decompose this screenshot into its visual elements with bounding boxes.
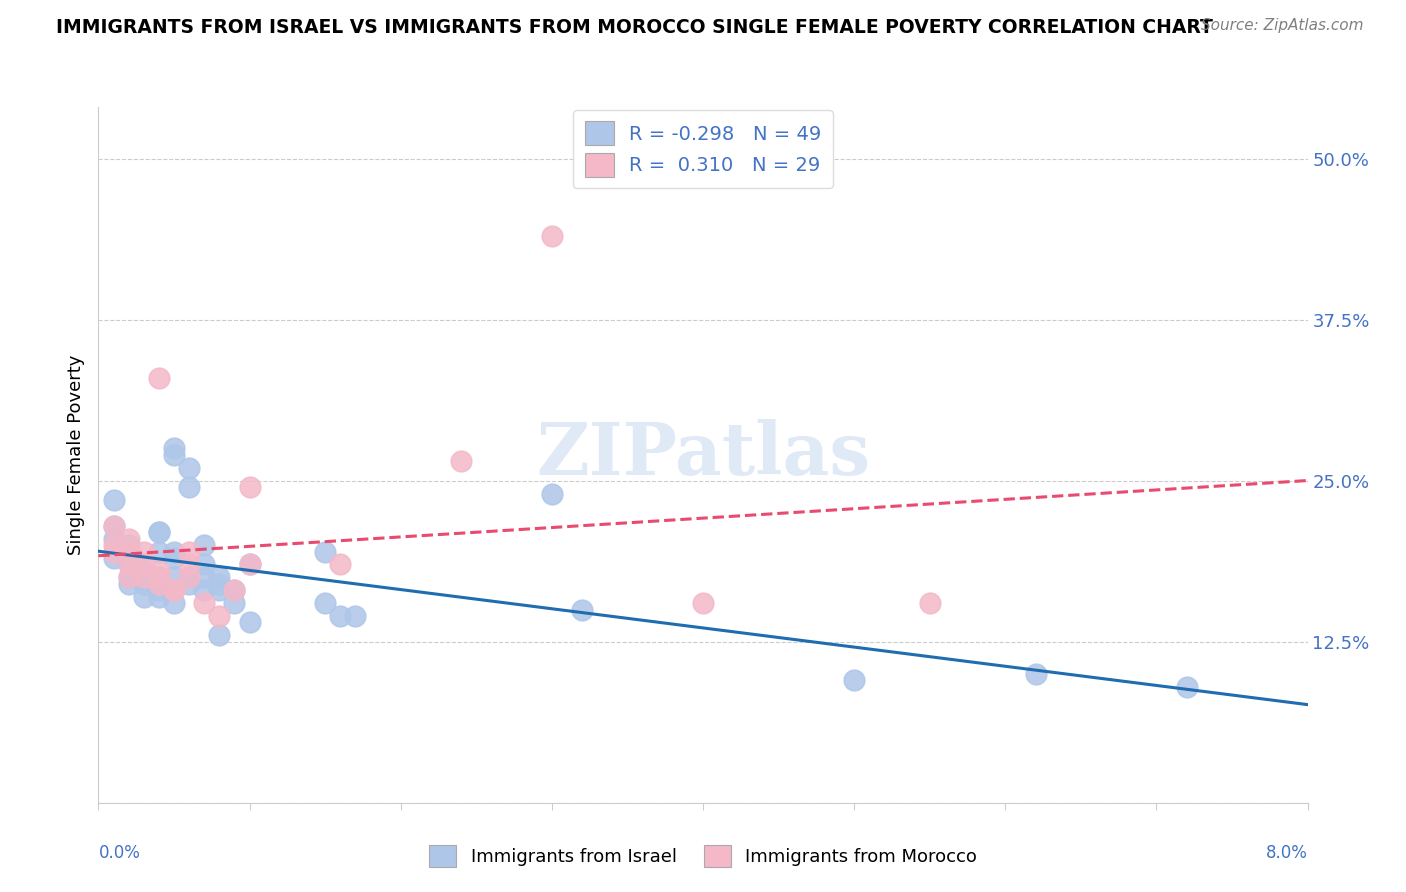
Point xyxy=(132,570,155,584)
Point xyxy=(118,558,141,572)
Point xyxy=(163,551,186,566)
Point xyxy=(193,583,215,598)
Point xyxy=(844,673,866,688)
Point xyxy=(344,609,367,624)
Point xyxy=(132,558,155,572)
Point xyxy=(239,480,262,494)
Point xyxy=(224,583,246,598)
Text: 0.0%: 0.0% xyxy=(98,845,141,863)
Point xyxy=(163,442,186,456)
Point xyxy=(163,583,186,598)
Point xyxy=(163,448,186,462)
Point xyxy=(148,576,170,591)
Point xyxy=(118,544,141,558)
Legend: R = -0.298   N = 49, R =  0.310   N = 29: R = -0.298 N = 49, R = 0.310 N = 29 xyxy=(572,110,834,188)
Point xyxy=(179,558,201,572)
Point xyxy=(540,228,562,243)
Point xyxy=(208,570,231,584)
Point xyxy=(329,558,352,572)
Point xyxy=(179,480,201,494)
Point xyxy=(148,570,170,584)
Point xyxy=(193,570,215,584)
Point xyxy=(103,551,125,566)
Point xyxy=(208,576,231,591)
Point xyxy=(224,596,246,610)
Point xyxy=(239,558,262,572)
Point xyxy=(239,558,262,572)
Point xyxy=(103,532,125,546)
Point xyxy=(314,544,336,558)
Point xyxy=(208,609,231,624)
Point xyxy=(450,454,472,468)
Point xyxy=(692,596,714,610)
Point xyxy=(193,558,215,572)
Point xyxy=(163,544,186,558)
Point xyxy=(179,576,201,591)
Y-axis label: Single Female Poverty: Single Female Poverty xyxy=(66,355,84,555)
Point xyxy=(918,596,941,610)
Point xyxy=(132,564,155,578)
Point xyxy=(329,609,352,624)
Point xyxy=(179,570,201,584)
Point xyxy=(132,576,155,591)
Point xyxy=(1025,667,1047,681)
Point xyxy=(132,570,155,584)
Point xyxy=(148,590,170,604)
Point xyxy=(163,583,186,598)
Point xyxy=(118,570,141,584)
Point xyxy=(148,525,170,540)
Text: ZIPatlas: ZIPatlas xyxy=(536,419,870,491)
Point xyxy=(103,544,125,558)
Point xyxy=(118,538,141,552)
Point xyxy=(1175,680,1198,694)
Point xyxy=(148,564,170,578)
Point xyxy=(118,532,141,546)
Text: Source: ZipAtlas.com: Source: ZipAtlas.com xyxy=(1201,18,1364,33)
Point xyxy=(148,525,170,540)
Point xyxy=(179,544,201,558)
Point xyxy=(224,583,246,598)
Point xyxy=(103,518,125,533)
Point xyxy=(179,570,201,584)
Point xyxy=(132,544,155,558)
Legend: Immigrants from Israel, Immigrants from Morocco: Immigrants from Israel, Immigrants from … xyxy=(422,838,984,874)
Point xyxy=(208,628,231,642)
Point xyxy=(148,544,170,558)
Point xyxy=(179,460,201,475)
Point xyxy=(208,583,231,598)
Point xyxy=(239,615,262,630)
Point xyxy=(163,596,186,610)
Point xyxy=(103,493,125,508)
Point xyxy=(540,486,562,500)
Text: 8.0%: 8.0% xyxy=(1265,845,1308,863)
Point xyxy=(118,576,141,591)
Point xyxy=(118,570,141,584)
Point xyxy=(571,602,593,616)
Point xyxy=(148,583,170,598)
Point xyxy=(103,518,125,533)
Point xyxy=(193,538,215,552)
Point xyxy=(132,590,155,604)
Point xyxy=(163,570,186,584)
Point xyxy=(118,558,141,572)
Point xyxy=(193,596,215,610)
Point xyxy=(148,370,170,384)
Point xyxy=(103,538,125,552)
Point xyxy=(148,570,170,584)
Text: IMMIGRANTS FROM ISRAEL VS IMMIGRANTS FROM MOROCCO SINGLE FEMALE POVERTY CORRELAT: IMMIGRANTS FROM ISRAEL VS IMMIGRANTS FRO… xyxy=(56,18,1213,37)
Point xyxy=(314,596,336,610)
